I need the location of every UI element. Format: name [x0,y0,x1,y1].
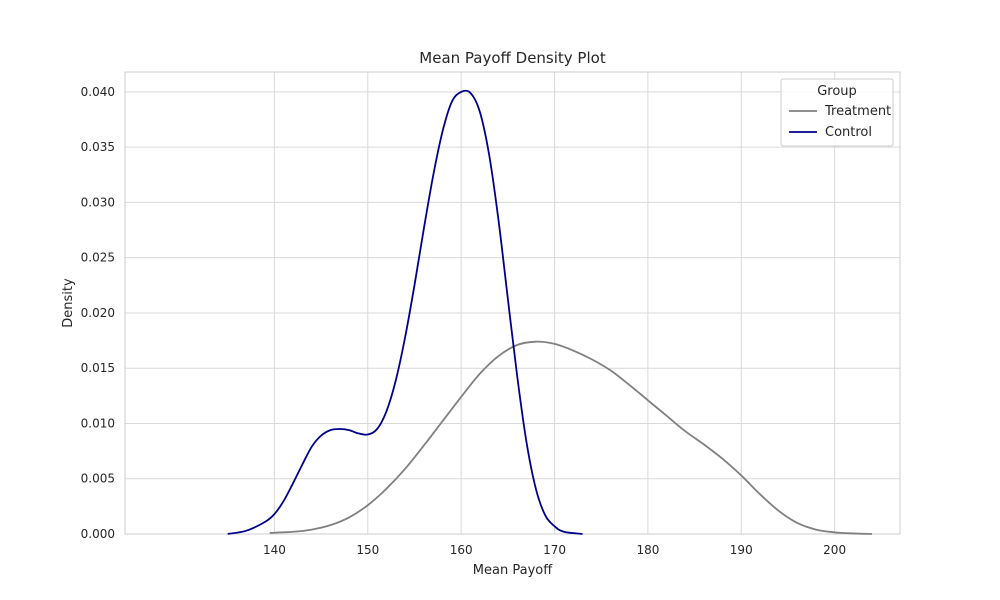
series-line-treatment [269,340,873,535]
plot-area-frame [124,71,901,535]
y-tick-label: 0.015 [81,361,115,375]
x-tick-label: 160 [450,543,473,557]
legend-items: Treatment Control [789,104,891,140]
y-axis-label: Density [61,278,76,328]
y-tick-label: 0.030 [81,195,115,209]
legend: Group Treatment Control [780,78,894,147]
y-tick-label: 0.025 [81,251,115,265]
legend-title: Group [817,84,857,99]
legend-entry-label: Control [825,125,872,140]
x-tick-label: 170 [543,543,566,557]
series-line-control [227,89,583,535]
x-tick-label: 150 [356,543,379,557]
chart-title: Mean Payoff Density Plot [419,49,606,67]
series-lines [227,89,873,535]
x-tick-labels: 140 150 160 170 180 190 200 [263,543,846,557]
y-tick-label: 0.035 [81,140,115,154]
legend-box [780,78,894,147]
y-tick-label: 0.005 [81,472,115,486]
x-tick-label: 200 [823,543,846,557]
x-tick-label: 190 [730,543,753,557]
x-tick-label: 140 [263,543,286,557]
y-tick-label: 0.040 [81,85,115,99]
y-tick-label: 0.000 [81,527,115,541]
y-tick-label: 0.010 [81,416,115,430]
x-axis-label: Mean Payoff [473,563,553,578]
x-tick-label: 180 [636,543,659,557]
y-tick-label: 0.020 [81,306,115,320]
y-tick-labels: 0.000 0.005 0.010 0.015 0.020 0.025 0.030 0.035… [81,85,115,541]
grid-lines [125,72,900,535]
legend-entry-label: Treatment [824,104,891,119]
